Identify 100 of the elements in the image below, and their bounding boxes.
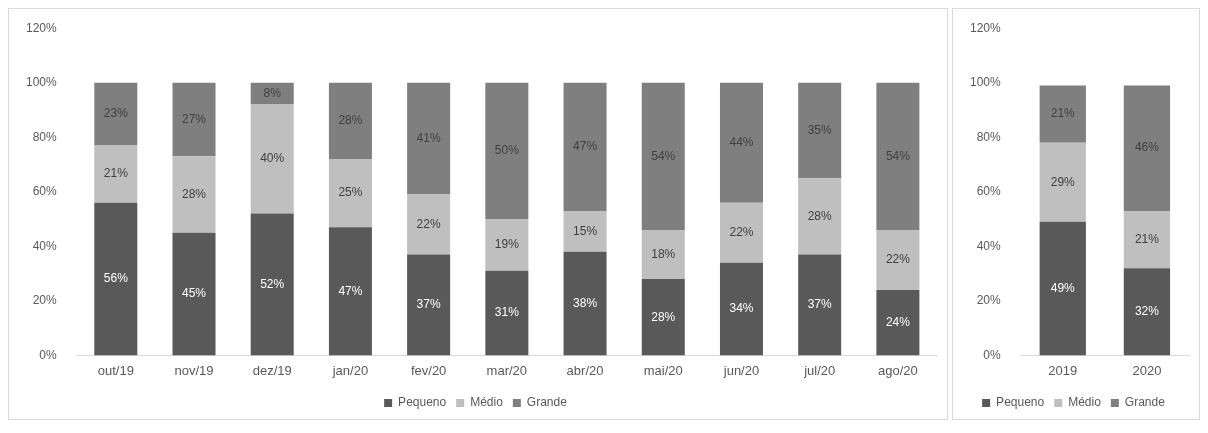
data-label: 24%: [885, 314, 911, 329]
bar: [407, 82, 451, 195]
bar: [719, 202, 763, 263]
data-label: 31%: [494, 305, 520, 320]
y-tick-label: 20%: [976, 293, 1002, 308]
bar: [563, 251, 607, 356]
data-label: 15%: [573, 223, 598, 238]
bar: [485, 219, 529, 271]
data-label: 49%: [1050, 280, 1076, 295]
y-tick-label: 60%: [32, 184, 58, 199]
legend-label: Grande: [526, 395, 568, 410]
data-label: 32%: [1134, 304, 1160, 319]
data-label: 23%: [103, 106, 129, 121]
bar: [798, 82, 842, 179]
data-label: 28%: [181, 186, 207, 201]
bar: [328, 227, 372, 356]
y-tick-label: 100%: [969, 75, 1002, 90]
y-tick-label: 80%: [32, 129, 58, 144]
x-tick-label: mar/20: [486, 362, 528, 378]
bar: [172, 156, 216, 233]
data-label: 52%: [260, 276, 285, 291]
data-label: 46%: [1134, 140, 1160, 155]
bar: [563, 82, 607, 211]
data-label: 38%: [573, 295, 598, 310]
y-tick-label: 40%: [976, 238, 1002, 253]
bar: [641, 229, 685, 280]
bar: [719, 82, 763, 203]
x-tick-label: ago/20: [878, 362, 918, 378]
data-label: 54%: [885, 148, 911, 163]
data-label: 19%: [494, 237, 520, 252]
data-label: 45%: [181, 286, 207, 301]
bar: [798, 254, 842, 356]
bar: [876, 229, 920, 290]
data-label: 21%: [1050, 106, 1076, 121]
data-label: 37%: [416, 297, 441, 312]
bar: [641, 279, 685, 356]
bar: [328, 159, 372, 228]
bar: [328, 82, 372, 160]
bar: [250, 213, 294, 356]
bar: [485, 82, 529, 220]
y-tick-label: 120%: [969, 20, 1002, 35]
x-tick-label: nov/19: [174, 362, 214, 378]
bar: [1039, 142, 1086, 222]
y-tick-label: 40%: [32, 238, 58, 253]
y-tick-label: 0%: [39, 347, 58, 362]
data-label: 47%: [573, 139, 598, 154]
data-label: 56%: [103, 271, 129, 286]
data-label: 37%: [807, 297, 833, 312]
data-label: 22%: [729, 225, 754, 240]
legend-label: Médio: [470, 395, 504, 410]
data-label: 8%: [263, 85, 282, 100]
bar: [485, 270, 529, 356]
x-tick-label: mai/20: [643, 362, 683, 378]
bar: [172, 232, 216, 356]
bar: [719, 262, 763, 356]
x-tick-label: jan/20: [331, 362, 369, 378]
data-label: 28%: [807, 208, 833, 223]
bar: [250, 104, 294, 214]
data-label: 41%: [416, 130, 441, 145]
bar: [876, 82, 920, 230]
bar: [94, 202, 138, 356]
legend-label: Médio: [1068, 395, 1102, 410]
data-label: 50%: [494, 143, 520, 158]
data-label: 34%: [729, 301, 754, 316]
data-label: 28%: [651, 309, 676, 324]
data-label: 22%: [885, 252, 911, 267]
x-tick-label: jun/20: [722, 362, 760, 378]
bar: [407, 254, 451, 356]
bar: [94, 145, 138, 203]
data-label: 27%: [181, 111, 207, 126]
x-tick-label: jul/20: [803, 362, 836, 378]
y-tick-label: 60%: [976, 184, 1002, 199]
bar: [172, 82, 216, 157]
x-tick-label: out/19: [97, 362, 134, 378]
data-label: 29%: [1050, 174, 1076, 189]
data-label: 21%: [103, 166, 129, 181]
bar: [407, 194, 451, 255]
data-label: 22%: [416, 216, 441, 231]
bar: [798, 178, 842, 255]
data-label: 54%: [651, 148, 676, 163]
x-tick-label: abr/20: [566, 362, 604, 378]
y-tick-label: 100%: [25, 75, 58, 90]
data-label: 44%: [729, 135, 754, 150]
bar: [94, 82, 138, 146]
data-label: 47%: [338, 283, 363, 298]
data-label: 40%: [260, 151, 285, 166]
x-tick-label: 2019: [1048, 362, 1078, 378]
x-tick-label: 2020: [1132, 362, 1162, 378]
bar: [1123, 210, 1171, 269]
data-label: 28%: [338, 113, 363, 128]
y-tick-label: 0%: [983, 347, 1002, 362]
bar: [563, 210, 607, 252]
bar: [1039, 85, 1086, 143]
x-tick-label: fev/20: [410, 362, 447, 378]
legend-label: Pequeno: [398, 395, 447, 410]
bar: [1123, 268, 1171, 356]
data-label: 35%: [807, 122, 833, 137]
data-label: 18%: [651, 246, 676, 261]
y-tick-label: 20%: [32, 293, 58, 308]
y-tick-label: 120%: [25, 20, 58, 35]
